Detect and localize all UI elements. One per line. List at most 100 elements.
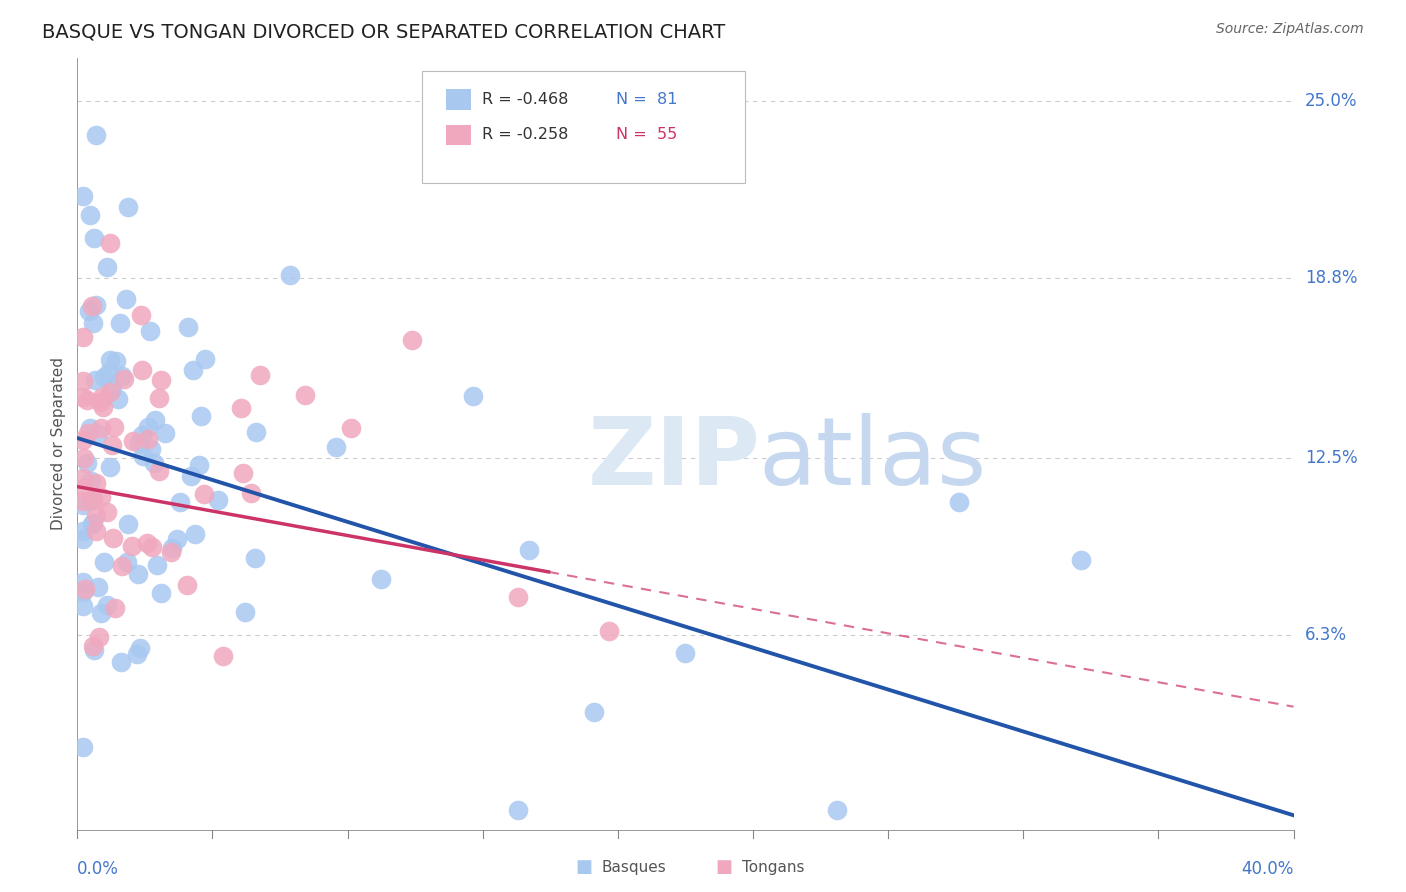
- Point: [245, 425, 267, 440]
- Point: [107, 392, 129, 407]
- Point: [150, 373, 173, 387]
- Point: [231, 401, 253, 415]
- Point: [72, 471, 94, 485]
- Point: [184, 526, 207, 541]
- Point: [110, 316, 132, 330]
- Point: [401, 333, 423, 347]
- Point: [73, 582, 96, 597]
- Point: [72, 739, 94, 754]
- Point: [128, 436, 150, 450]
- Point: [243, 551, 266, 566]
- Point: [340, 421, 363, 435]
- Point: [166, 532, 188, 546]
- Point: [278, 268, 301, 283]
- Point: [153, 426, 176, 441]
- Point: [72, 189, 94, 203]
- Point: [80, 492, 103, 507]
- Point: [93, 555, 115, 569]
- Point: [72, 390, 94, 404]
- Y-axis label: Divorced or Separated: Divorced or Separated: [51, 358, 66, 530]
- Point: [79, 421, 101, 435]
- Point: [111, 369, 134, 384]
- Point: [131, 427, 153, 442]
- Text: 12.5%: 12.5%: [1305, 449, 1357, 467]
- Point: [131, 363, 153, 377]
- Point: [325, 440, 347, 454]
- Text: 18.8%: 18.8%: [1305, 269, 1357, 287]
- Point: [193, 352, 215, 367]
- Point: [110, 655, 132, 669]
- Point: [72, 330, 94, 344]
- Point: [138, 419, 160, 434]
- Text: atlas: atlas: [758, 413, 987, 505]
- Point: [180, 468, 202, 483]
- Point: [90, 390, 112, 404]
- Point: [231, 466, 253, 480]
- Point: [103, 420, 125, 434]
- Point: [136, 536, 159, 550]
- Text: 40.0%: 40.0%: [1241, 860, 1294, 878]
- Point: [183, 363, 205, 377]
- Point: [142, 456, 165, 470]
- Point: [89, 395, 111, 409]
- Point: [115, 292, 138, 306]
- Point: [948, 495, 970, 509]
- Point: [87, 630, 110, 644]
- Point: [86, 508, 108, 523]
- Text: ■: ■: [716, 858, 733, 876]
- Point: [84, 524, 107, 538]
- Point: [132, 449, 155, 463]
- Point: [188, 458, 211, 472]
- Point: [148, 464, 170, 478]
- Point: [84, 476, 107, 491]
- Point: [82, 639, 104, 653]
- Point: [249, 368, 271, 383]
- Point: [96, 505, 118, 519]
- Point: [79, 208, 101, 222]
- Point: [91, 400, 114, 414]
- Point: [143, 413, 166, 427]
- Point: [125, 647, 148, 661]
- Point: [96, 260, 118, 275]
- Text: 25.0%: 25.0%: [1305, 92, 1357, 110]
- Text: R = -0.468: R = -0.468: [482, 92, 568, 107]
- Text: ZIP: ZIP: [588, 413, 761, 505]
- Text: Source: ZipAtlas.com: Source: ZipAtlas.com: [1216, 22, 1364, 37]
- Point: [72, 374, 94, 388]
- Text: Basques: Basques: [602, 860, 666, 874]
- Point: [84, 373, 107, 387]
- Point: [148, 391, 170, 405]
- Point: [294, 388, 316, 402]
- Point: [583, 705, 606, 719]
- Point: [83, 231, 105, 245]
- Point: [87, 580, 110, 594]
- Point: [72, 574, 94, 589]
- Point: [112, 372, 135, 386]
- Point: [162, 541, 184, 556]
- Point: [98, 236, 121, 251]
- Point: [370, 572, 392, 586]
- Point: [82, 517, 104, 532]
- Point: [138, 432, 160, 446]
- Point: [212, 648, 235, 663]
- Point: [76, 392, 98, 407]
- Point: [80, 475, 103, 489]
- Point: [82, 516, 104, 530]
- Point: [98, 353, 121, 368]
- Point: [93, 370, 115, 384]
- Point: [139, 442, 162, 456]
- Point: [90, 421, 112, 435]
- Point: [72, 585, 94, 599]
- Point: [98, 384, 121, 399]
- Point: [121, 540, 143, 554]
- Point: [72, 481, 94, 495]
- Text: N =  55: N = 55: [616, 128, 678, 143]
- Point: [77, 304, 100, 318]
- Point: [129, 308, 152, 322]
- Point: [83, 643, 105, 657]
- Point: [127, 566, 149, 581]
- Text: ■: ■: [575, 858, 592, 876]
- Text: R = -0.258: R = -0.258: [482, 128, 568, 143]
- Point: [240, 486, 263, 500]
- Point: [96, 598, 118, 612]
